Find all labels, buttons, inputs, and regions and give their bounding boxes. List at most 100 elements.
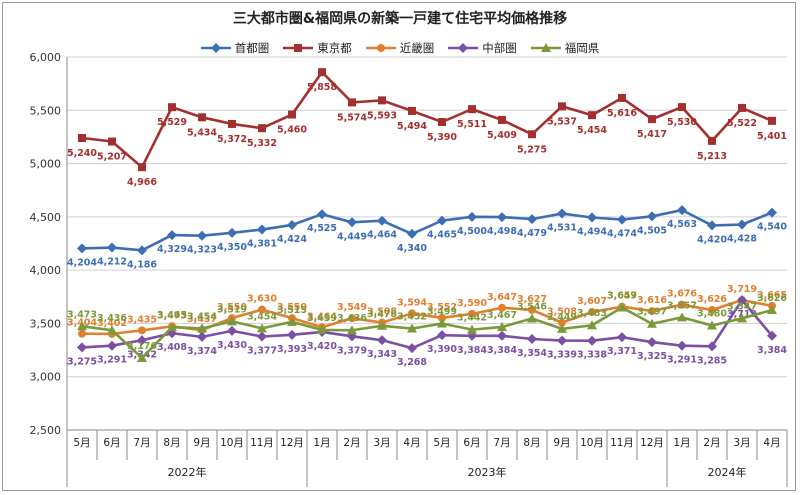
series-line: [81, 298, 773, 336]
data-point: [138, 326, 146, 335]
series-0: [77, 205, 777, 256]
data-label: 4,420: [697, 234, 727, 245]
legend-swatch: [200, 43, 231, 53]
x-tick-label: 10月: [220, 437, 244, 449]
data-label: 5,240: [67, 148, 97, 159]
data-point: [257, 323, 267, 333]
data-point: [317, 324, 327, 334]
y-tick-label: 5,000: [30, 158, 62, 171]
data-point: [287, 316, 297, 326]
data-point: [378, 96, 386, 105]
data-point: [108, 137, 116, 146]
legend-marker: [376, 44, 385, 52]
data-label: 5,522: [727, 118, 757, 129]
y-tick-label: 5,500: [30, 104, 62, 117]
x-tick-label: 9月: [193, 437, 210, 449]
data-label: 3,285: [697, 355, 727, 366]
data-point: [648, 307, 656, 316]
data-point: [647, 211, 657, 222]
data-label: 3,473: [157, 310, 187, 321]
data-point: [528, 305, 536, 314]
data-point: [258, 305, 266, 314]
data-label: 4,563: [667, 219, 697, 230]
data-point: [77, 321, 87, 331]
data-point: [587, 335, 597, 346]
data-point: [497, 321, 507, 331]
data-label: 4,494: [577, 226, 607, 237]
x-tick-label: 5月: [433, 437, 450, 449]
x-tick-label: 2月: [343, 437, 360, 449]
x-tick-label: 12月: [640, 437, 664, 449]
data-point: [77, 243, 87, 254]
x-tick-label: 8月: [163, 437, 180, 449]
data-point: [257, 224, 267, 235]
data-label: 4,212: [97, 257, 127, 268]
data-point: [407, 228, 417, 239]
data-label: 5,207: [97, 152, 127, 163]
y-tick-label: 3,000: [30, 371, 62, 384]
data-point: [738, 103, 746, 112]
data-point: [528, 130, 536, 139]
data-point: [557, 323, 567, 333]
data-label: 3,420: [307, 341, 337, 352]
x-tick-label: 12月: [280, 437, 304, 449]
data-label: 4,498: [487, 226, 517, 237]
data-label: 3,338: [577, 350, 607, 361]
data-point: [168, 103, 176, 112]
data-point: [498, 303, 506, 312]
data-point: [408, 309, 416, 318]
data-label: 4,479: [517, 228, 547, 239]
data-label: 5,530: [667, 117, 697, 128]
data-label: 4,428: [727, 234, 757, 245]
data-label: 5,529: [157, 117, 187, 128]
legend-entry: 福岡県: [530, 40, 599, 56]
data-point: [678, 300, 686, 309]
legend-marker: [458, 43, 469, 53]
data-label: 5,511: [457, 119, 487, 130]
data-point: [437, 330, 447, 341]
data-label: 3,371: [607, 346, 637, 357]
data-point: [707, 320, 717, 330]
data-point: [497, 330, 507, 341]
data-point: [737, 219, 747, 230]
data-point: [348, 314, 356, 323]
legend-swatch: [365, 44, 396, 52]
x-tick-label: 7月: [133, 437, 150, 449]
y-tick-label: 4,000: [30, 264, 62, 277]
data-label: 4,465: [427, 230, 457, 241]
data-point: [737, 295, 747, 306]
data-point: [257, 331, 267, 342]
data-label: 4,525: [307, 223, 337, 234]
data-point: [227, 316, 237, 326]
data-label: 3,483: [577, 308, 607, 319]
y-tick-label: 3,500: [30, 317, 62, 330]
data-point: [377, 320, 387, 330]
data-point: [707, 220, 717, 231]
data-label: 3,343: [367, 349, 397, 360]
x-tick-label: 1月: [673, 437, 690, 449]
data-label: 3,607: [577, 296, 607, 307]
data-point: [617, 332, 627, 343]
data-point: [437, 215, 447, 226]
data-point: [708, 306, 716, 315]
x-tick-label: 10月: [580, 437, 604, 449]
data-label: 3,442: [457, 313, 487, 324]
data-label: 3,291: [97, 355, 127, 366]
data-point: [587, 320, 597, 330]
legend-label: 近畿圏: [399, 41, 435, 55]
data-label: 3,464: [307, 311, 337, 322]
x-tick-label: 3月: [373, 437, 390, 449]
data-label: 3,549: [337, 302, 367, 313]
data-label: 3,665: [757, 290, 787, 301]
data-label: 4,329: [157, 244, 187, 255]
data-point: [137, 352, 147, 362]
data-point: [468, 105, 476, 114]
data-label: 3,452: [397, 312, 427, 323]
data-point: [557, 335, 567, 346]
data-point: [78, 329, 86, 338]
data-label: 3,402: [97, 318, 127, 329]
data-label: 3,719: [727, 284, 757, 295]
data-point: [767, 330, 777, 341]
data-point: [348, 98, 356, 107]
data-point: [107, 325, 117, 335]
